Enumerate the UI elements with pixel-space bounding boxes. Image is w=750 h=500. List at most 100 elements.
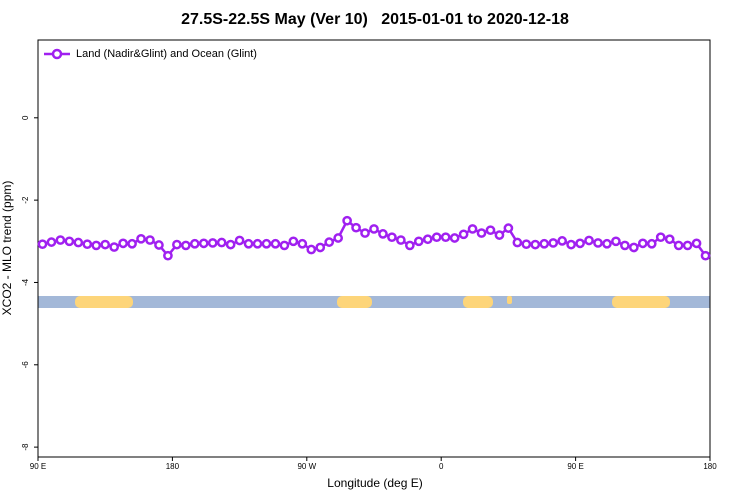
data-point <box>270 238 281 249</box>
data-point <box>154 240 164 250</box>
data-point <box>351 222 361 233</box>
legend-label: Land (Nadir&Glint) and Ocean (Glint) <box>76 48 257 60</box>
data-point <box>512 237 523 248</box>
data-point <box>673 240 684 251</box>
data-point <box>620 240 630 251</box>
data-point <box>396 235 406 245</box>
y-tick-label: -2 <box>21 196 30 204</box>
data-point <box>243 238 254 249</box>
x-tick-label: 180 <box>703 462 717 471</box>
data-point <box>449 233 460 243</box>
legend-marker <box>51 48 63 60</box>
x-tick-label: 180 <box>166 462 180 471</box>
data-point <box>539 238 550 249</box>
data-point <box>369 224 379 234</box>
data-point <box>64 236 75 247</box>
data-point <box>413 236 424 247</box>
data-point <box>55 235 66 245</box>
data-point <box>467 224 478 234</box>
data-point <box>234 235 245 246</box>
data-point <box>494 230 505 240</box>
data-point <box>100 239 111 250</box>
land-segment <box>463 296 493 308</box>
data-point <box>136 233 146 244</box>
data-point <box>306 244 317 255</box>
data-point <box>315 242 326 253</box>
data-point <box>252 238 263 249</box>
data-point <box>279 240 290 251</box>
data-point <box>216 237 227 248</box>
data-point <box>360 228 370 238</box>
data-point <box>646 238 657 249</box>
data-point <box>593 238 603 248</box>
data-point <box>198 238 209 249</box>
data-point <box>37 239 48 250</box>
data-point <box>73 237 84 248</box>
data-point <box>261 238 272 249</box>
y-tick-label: -4 <box>21 278 30 286</box>
data-point <box>82 239 93 250</box>
data-point <box>163 250 173 261</box>
data-point <box>440 232 451 243</box>
data-point <box>566 239 576 250</box>
y-tick-label: -8 <box>21 443 30 451</box>
y-tick-label: 0 <box>21 115 30 120</box>
data-point <box>404 240 415 251</box>
data-point <box>378 229 388 239</box>
x-tick-label: 90 E <box>567 462 583 471</box>
data-point <box>109 242 120 252</box>
x-tick-label: 90 W <box>297 462 316 471</box>
ocean-band <box>38 296 710 308</box>
data-point <box>145 235 155 245</box>
x-tick-label: 90 E <box>30 462 46 471</box>
data-point <box>207 238 218 248</box>
x-tick-label: 0 <box>439 462 444 471</box>
land-segment <box>337 296 372 308</box>
data-point <box>548 238 559 248</box>
data-point <box>557 236 568 246</box>
data-point <box>172 239 182 250</box>
data-point <box>611 236 621 247</box>
land-segment <box>507 296 512 304</box>
data-point <box>387 232 397 243</box>
plot-frame <box>37 39 711 458</box>
data-point <box>691 238 702 249</box>
data-point <box>431 232 442 243</box>
data-point <box>297 238 308 249</box>
data-point <box>584 235 594 246</box>
x-axis-title: Longitude (deg E) <box>327 476 422 490</box>
data-point <box>46 237 57 247</box>
data-point <box>91 240 102 251</box>
data-point <box>521 239 532 250</box>
land-ocean-mask <box>38 296 710 308</box>
data-point <box>637 238 648 249</box>
data-point <box>189 238 200 249</box>
data-point <box>458 229 469 240</box>
data-point <box>682 240 693 251</box>
data-point <box>225 239 236 250</box>
y-tick-label: -6 <box>21 361 30 369</box>
data-point <box>503 223 514 233</box>
data-point <box>288 236 299 247</box>
data-point <box>422 234 433 245</box>
data-point <box>180 240 191 251</box>
land-segment <box>612 296 670 308</box>
data-point <box>127 238 137 249</box>
data-point <box>602 238 612 249</box>
data-point <box>700 250 711 261</box>
data-point <box>664 234 675 245</box>
data-point <box>530 239 541 250</box>
chart-title: 27.5S-22.5S May (Ver 10) 2015-01-01 to 2… <box>181 11 569 28</box>
data-point <box>118 238 128 249</box>
data-point <box>342 215 352 226</box>
land-segment <box>75 296 133 308</box>
y-axis-title: XCO2 - MLO trend (ppm) <box>0 181 14 316</box>
data-point <box>575 238 585 249</box>
data-point <box>333 233 344 243</box>
data-point <box>476 228 487 238</box>
data-point <box>485 225 496 236</box>
data-point <box>324 237 335 247</box>
data-point <box>628 242 639 253</box>
data-point <box>655 232 666 243</box>
